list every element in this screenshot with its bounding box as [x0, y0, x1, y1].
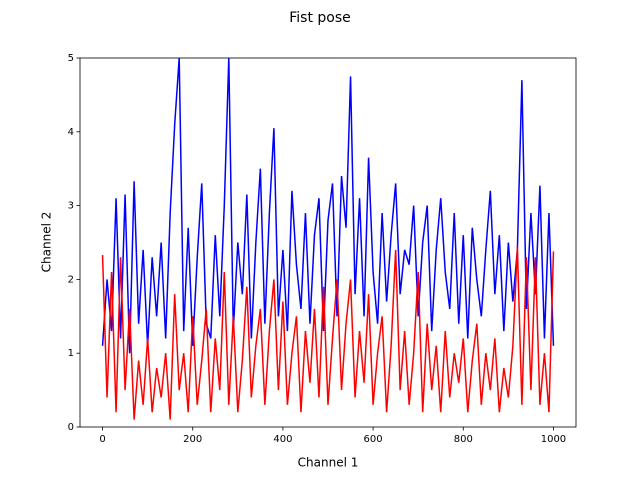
x-tick-label: 600	[364, 434, 383, 445]
x-tick-label: 200	[183, 434, 202, 445]
data-line	[101, 246, 555, 420]
x-axis-label: Channel 1	[298, 456, 359, 470]
chart-title: Fist pose	[289, 10, 351, 26]
x-tick-label: 0	[99, 434, 105, 445]
y-tick-label: 3	[68, 201, 74, 212]
y-tick-label: 5	[68, 53, 74, 64]
x-tick-label: 1000	[541, 434, 566, 445]
y-tick-label: 4	[68, 127, 74, 138]
x-tick-label: 400	[273, 434, 292, 445]
y-tick-label: 1	[68, 348, 74, 359]
x-tick-label: 800	[454, 434, 473, 445]
plot-frame	[79, 57, 577, 428]
y-tick-label: 2	[68, 274, 74, 285]
data-line	[101, 58, 555, 354]
y-axis-label: Channel 2	[40, 212, 54, 273]
y-tick-label: 0	[68, 422, 74, 433]
